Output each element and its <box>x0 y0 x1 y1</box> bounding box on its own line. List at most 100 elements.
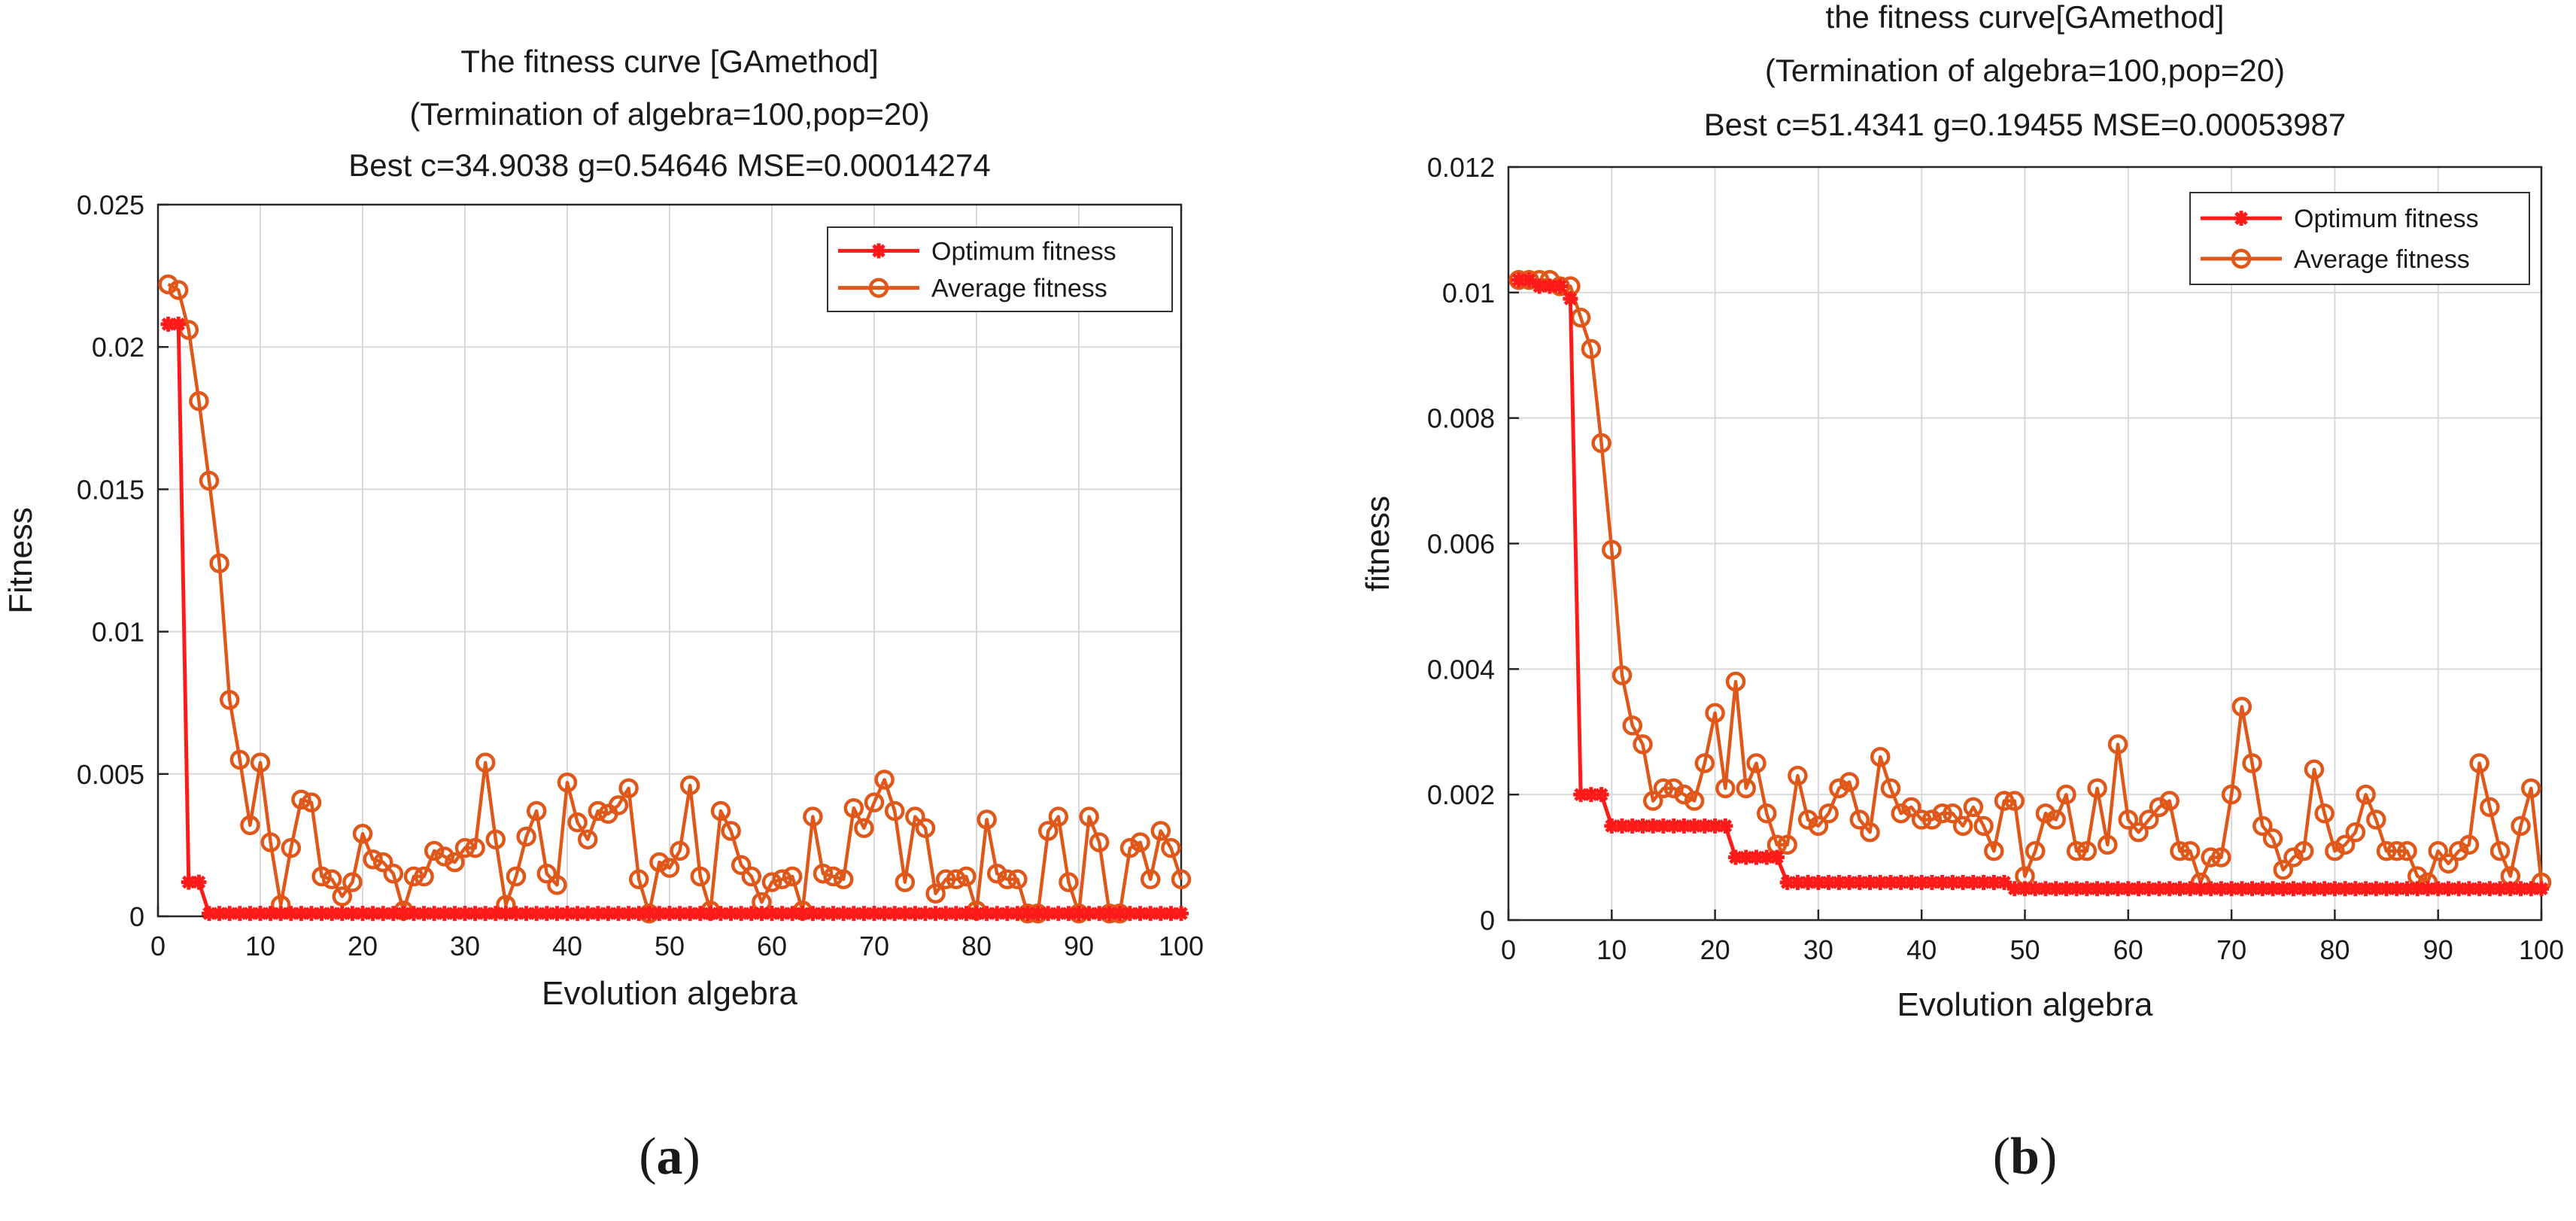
optimum-fitness-point <box>958 906 974 922</box>
y-tick-label: 0 <box>129 901 144 932</box>
legend: Optimum fitness Average fitness <box>2189 192 2530 285</box>
panel-label-open: ( <box>639 1128 656 1186</box>
average-fitness-point <box>2273 860 2293 880</box>
optimum-fitness-point <box>1511 272 1526 288</box>
panel-label-close: ) <box>2040 1128 2057 1186</box>
optimum-fitness-point <box>1883 874 1899 890</box>
optimum-fitness-point <box>447 906 463 922</box>
optimum-fitness-point <box>1769 849 1785 865</box>
optimum-fitness-point <box>202 906 217 922</box>
optimum-fitness-point <box>2141 881 2157 897</box>
optimum-fitness-point <box>948 906 964 922</box>
optimum-fitness-point <box>907 906 923 922</box>
series-optimum-fitness <box>1511 272 2549 897</box>
optimum-fitness-point <box>191 874 207 890</box>
y-tick-label: 0.004 <box>1427 654 1495 685</box>
average-fitness-point <box>2438 853 2459 874</box>
average-fitness-point <box>526 800 547 822</box>
optimum-fitness-point <box>938 906 954 922</box>
x-tick-label: 80 <box>961 931 992 961</box>
average-fitness-point <box>168 280 189 300</box>
average-fitness-point <box>260 832 281 852</box>
y-tick-label: 0.015 <box>77 474 144 505</box>
optimum-fitness-point <box>1893 874 1909 890</box>
optimum-fitness-point <box>181 874 196 890</box>
average-fitness-point <box>506 866 527 887</box>
optimum-fitness-point <box>2048 881 2064 897</box>
optimum-fitness-point <box>785 906 800 922</box>
panel-label-letter: a <box>657 1128 683 1186</box>
average-fitness-point <box>1633 734 1653 755</box>
optimum-fitness-point <box>928 906 943 922</box>
average-fitness-point <box>679 775 700 796</box>
optimum-fitness-point <box>2441 881 2456 897</box>
x-axis-label: Evolution algebra <box>1897 986 2153 1023</box>
average-fitness-point <box>772 869 792 890</box>
optimum-fitness-point <box>1521 272 1537 288</box>
average-fitness-point <box>803 806 823 827</box>
average-fitness-point <box>884 800 905 822</box>
optimum-fitness-point <box>1821 874 1836 890</box>
chart-panel-b: the fitness curve[GAmethod] (Termination … <box>1359 0 2564 1186</box>
average-fitness-point <box>536 863 557 884</box>
y-tick-label: 0.01 <box>92 617 144 648</box>
optimum-fitness-point <box>2347 881 2363 897</box>
optimum-fitness-point <box>713 906 728 922</box>
optimum-fitness-point <box>509 906 524 922</box>
average-fitness-point <box>649 852 670 873</box>
x-tick-label: 60 <box>2113 934 2143 965</box>
average-fitness-point <box>1777 834 1797 855</box>
optimum-fitness-point <box>1153 906 1168 922</box>
optimum-fitness-point <box>1800 874 1816 890</box>
optimum-fitness-point <box>2183 881 2198 897</box>
average-fitness-point <box>158 274 178 295</box>
optimum-fitness-point <box>631 906 647 922</box>
optimum-fitness-point <box>2410 881 2426 897</box>
optimum-fitness-point <box>734 906 749 922</box>
optimum-fitness-point <box>764 906 779 922</box>
average-fitness-point <box>1943 803 1963 824</box>
optimum-fitness-point <box>2265 881 2281 897</box>
x-tick-label: 70 <box>2216 934 2246 965</box>
optimum-fitness-point <box>2100 881 2116 897</box>
optimum-fitness-point <box>867 906 882 922</box>
average-fitness-point <box>1059 872 1079 892</box>
optimum-fitness-point <box>652 906 667 922</box>
optimum-fitness-point <box>2161 881 2177 897</box>
optimum-fitness-point <box>2172 881 2188 897</box>
optimum-fitness-point <box>682 906 698 922</box>
x-tick-label: 40 <box>1906 934 1937 965</box>
optimum-fitness-point <box>1965 874 1981 890</box>
optimum-fitness-point <box>345 906 360 922</box>
optimum-fitness-point <box>2379 881 2395 897</box>
optimum-fitness-point <box>427 906 442 922</box>
optimum-fitness-point <box>2151 881 2167 897</box>
optimum-fitness-point <box>293 906 309 922</box>
optimum-fitness-point <box>1955 874 1971 890</box>
x-tick-label: 60 <box>757 931 787 961</box>
average-fitness-point <box>915 818 936 838</box>
optimum-fitness-point <box>406 906 421 922</box>
average-fitness-point <box>1952 816 1973 837</box>
average-fitness-point <box>628 869 649 890</box>
optimum-fitness-point <box>2079 881 2095 897</box>
optimum-fitness-point <box>355 906 370 922</box>
average-fitness-point <box>2386 840 2407 861</box>
optimum-fitness-point <box>2234 881 2249 897</box>
optimum-fitness-point <box>242 906 258 922</box>
average-fitness-point <box>1653 778 1674 799</box>
optimum-fitness-point <box>1852 874 1867 890</box>
optimum-fitness-point <box>979 906 995 922</box>
optimum-fitness-point <box>794 906 810 922</box>
x-tick-label: 0 <box>1501 934 1516 965</box>
average-fitness-point <box>925 883 946 904</box>
average-fitness-point <box>1746 753 1766 773</box>
y-tick-label: 0.002 <box>1427 779 1495 810</box>
average-fitness-point <box>321 869 342 890</box>
optimum-fitness-point <box>457 906 472 922</box>
x-tick-label: 80 <box>2319 934 2350 965</box>
average-fitness-point <box>741 866 762 887</box>
average-fitness-point <box>1694 753 1715 773</box>
optimum-fitness-point <box>334 906 350 922</box>
optimum-fitness-point <box>2461 881 2477 897</box>
